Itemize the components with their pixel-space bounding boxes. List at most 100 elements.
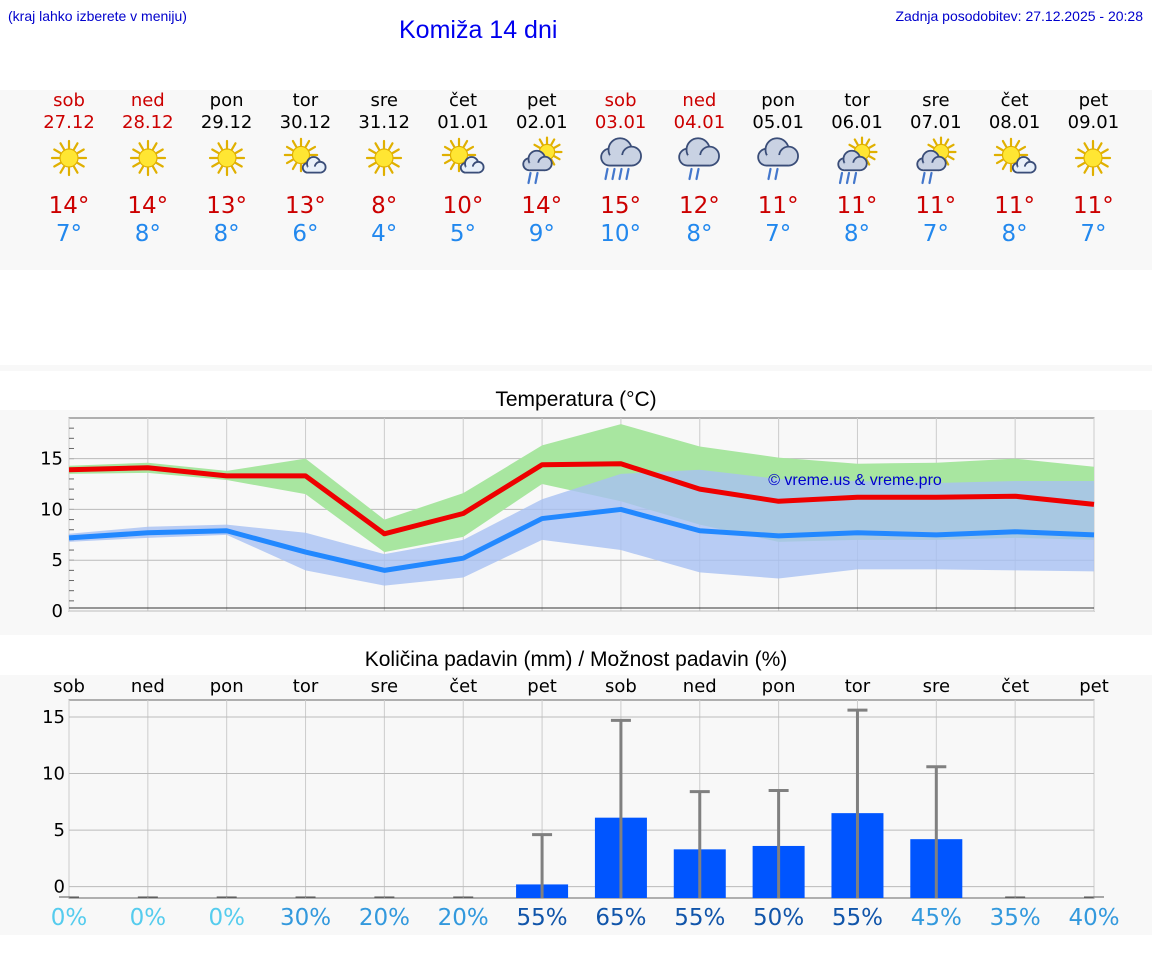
sun-cloud-heavy-rain-icon — [837, 136, 878, 185]
precipitation-probability: 55% — [831, 905, 884, 931]
precipitation-chart-title: Količina padavin (mm) / Možnost padavin … — [364, 648, 788, 671]
min-temperature: 8° — [134, 221, 161, 247]
y-tick-label: 15 — [42, 707, 65, 728]
cloud-heavy-rain-icon — [599, 137, 642, 181]
day-date: 29.12 — [200, 112, 253, 133]
y-tick-label: 5 — [54, 820, 65, 841]
x-tick-label: ned — [130, 676, 165, 697]
day-name: ned — [682, 90, 717, 111]
x-tick-label: ned — [682, 676, 717, 697]
forecast-day: ned 28.12 14° 8° — [108, 90, 188, 248]
precipitation-probability: 50% — [753, 905, 805, 931]
max-temperature: 11° — [757, 193, 799, 219]
day-name: sre — [370, 90, 398, 111]
day-name: pon — [761, 90, 796, 111]
y-tick-label: 10 — [40, 499, 63, 520]
max-temperature: 13° — [206, 193, 247, 219]
max-temperature: 14° — [48, 193, 90, 219]
max-temperature: 11° — [994, 193, 1035, 219]
day-name: čet — [448, 90, 478, 111]
max-temperature-line — [68, 461, 1095, 537]
day-name: tor — [292, 90, 319, 111]
day-name: čet — [1000, 90, 1029, 111]
day-date: 30.12 — [279, 112, 332, 133]
max-temperature: 8° — [371, 193, 398, 219]
sun-icon — [129, 139, 166, 177]
x-tick-label: sob — [53, 676, 85, 697]
day-date: 04.01 — [673, 112, 726, 133]
day-name: sre — [922, 90, 950, 111]
cloud-rain-icon — [757, 137, 800, 181]
day-date: 08.01 — [988, 112, 1041, 133]
y-tick-label: 5 — [52, 550, 63, 571]
x-tick-label: pon — [761, 676, 796, 697]
day-date: 05.01 — [752, 112, 804, 133]
day-date: 07.01 — [910, 112, 962, 133]
day-name: tor — [844, 90, 870, 111]
precipitation-probability: 45% — [910, 905, 962, 931]
precipitation-probability: 65% — [595, 905, 647, 931]
min-temperature: 8° — [213, 221, 240, 247]
forecast-day: pet 02.01 14° 9° — [502, 90, 582, 248]
sun-cloud-rain-icon — [522, 136, 563, 185]
x-tick-label: čet — [1001, 676, 1030, 697]
forecast-day: pet 09.01 11° 7° — [1053, 90, 1133, 248]
min-temperature: 7° — [1080, 221, 1107, 247]
day-date: 06.01 — [831, 112, 883, 133]
day-date: 31.12 — [358, 112, 410, 133]
sun-cloud-icon — [993, 137, 1037, 174]
precipitation-probability: 0% — [50, 905, 88, 931]
forecast-day: sob 27.12 14° 7° — [29, 90, 109, 248]
x-tick-label: sre — [922, 676, 951, 697]
forecast-day: čet 01.01 10° 5° — [423, 90, 503, 248]
max-temperature: 11° — [915, 193, 957, 219]
forecast-day: sob 03.01 15° 10° — [581, 90, 661, 248]
precipitation-probability: 30% — [279, 905, 332, 931]
precipitation-probability: 35% — [989, 905, 1041, 931]
max-temperature: 15° — [600, 193, 641, 219]
forecast-day: pon 29.12 13° 8° — [187, 90, 267, 248]
x-tick-label: pet — [527, 676, 557, 697]
y-tick-label: 15 — [40, 449, 63, 470]
y-tick-label: 0 — [54, 877, 65, 898]
day-name: pet — [527, 90, 557, 111]
last-updated: Zadnja posodobitev: 27.12.2025 - 20:28 — [895, 8, 1143, 24]
day-date: 01.01 — [437, 112, 489, 133]
forecast-day: tor 06.01 11° 8° — [817, 90, 897, 248]
sun-cloud-rain-icon — [916, 136, 957, 185]
page-title: Komiža 14 dni — [399, 16, 558, 44]
x-tick-label: sre — [370, 676, 399, 697]
day-date: 03.01 — [594, 112, 647, 133]
x-tick-label: čet — [449, 676, 478, 697]
max-temperature: 11° — [1073, 193, 1114, 219]
max-temperature: 13° — [285, 193, 326, 219]
sun-cloud-icon — [441, 137, 485, 174]
max-temperature: 12° — [679, 193, 720, 219]
x-tick-label: pet — [1079, 676, 1109, 697]
sun-icon — [1075, 139, 1112, 177]
divider-band — [0, 365, 1152, 371]
forecast-day: tor 30.12 13° 6° — [265, 90, 345, 248]
day-date: 09.01 — [1067, 112, 1120, 133]
min-temperature: 8° — [686, 221, 713, 247]
sun-cloud-icon — [284, 137, 327, 174]
max-temperature: 11° — [836, 193, 878, 219]
watermark: © vreme.us & vreme.pro — [768, 472, 942, 489]
forecast-strip-background — [0, 90, 1152, 270]
sun-icon — [50, 139, 88, 177]
min-temperature-line — [68, 506, 1095, 573]
location-hint: (kraj lahko izberete v meniju) — [8, 8, 187, 24]
forecast-day: čet 08.01 11° 8° — [975, 90, 1055, 248]
precipitation-chart: 0 5 10 15 — [42, 699, 1104, 899]
day-name: sob — [604, 90, 637, 111]
min-temperature: 6° — [292, 221, 319, 247]
min-temperature: 10° — [600, 221, 641, 247]
min-temperature: 9° — [528, 221, 555, 247]
precipitation-probability: 0% — [208, 905, 245, 931]
x-tick-label: pon — [209, 676, 244, 697]
min-temperature: 5° — [449, 221, 477, 247]
precipitation-probability: 40% — [1068, 905, 1120, 931]
min-temperature: 7° — [765, 221, 792, 247]
day-date: 27.12 — [43, 112, 95, 133]
precipitation-probability: 55% — [674, 905, 726, 931]
